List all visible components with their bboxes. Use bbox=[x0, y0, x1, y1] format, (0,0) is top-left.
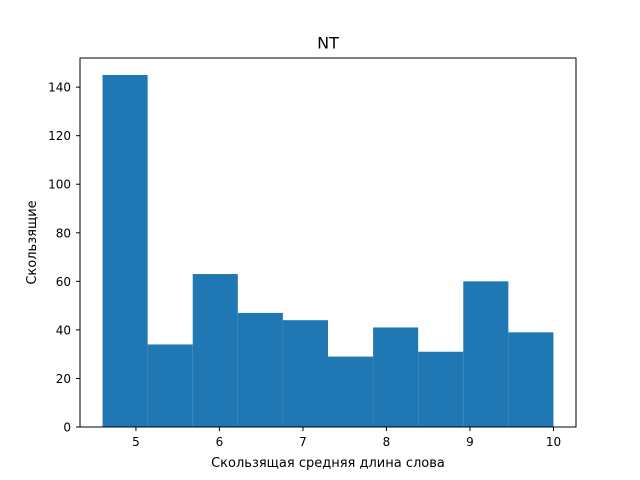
x-tick-label: 9 bbox=[466, 435, 474, 449]
y-tick-label: 20 bbox=[56, 372, 71, 386]
histogram-bar bbox=[192, 274, 238, 427]
chart-title: NT bbox=[317, 34, 339, 53]
x-axis-ticks: 5 6 7 8 9 10 bbox=[132, 427, 561, 449]
y-tick-label: 80 bbox=[56, 226, 71, 240]
x-axis-label: Скользящая средняя длина слова bbox=[211, 456, 445, 471]
histogram-bar bbox=[463, 281, 509, 427]
x-tick-label: 8 bbox=[383, 435, 391, 449]
histogram-bar bbox=[147, 344, 193, 427]
histogram-bar bbox=[237, 312, 283, 427]
y-tick-label: 60 bbox=[56, 275, 71, 289]
histogram-bar bbox=[418, 351, 464, 427]
x-tick-label: 6 bbox=[216, 435, 224, 449]
x-tick-label: 7 bbox=[299, 435, 307, 449]
histogram-bar bbox=[282, 320, 328, 427]
histogram-bar bbox=[102, 74, 148, 428]
y-tick-label: 40 bbox=[56, 323, 71, 337]
x-tick-label: 5 bbox=[132, 435, 140, 449]
histogram-bar bbox=[373, 327, 419, 427]
histogram-bar bbox=[508, 332, 554, 427]
histogram-bar bbox=[328, 356, 374, 427]
y-axis-ticks: 0 20 40 60 80 100 120 140 bbox=[48, 81, 80, 435]
plot-frame bbox=[79, 57, 577, 428]
y-tick-label: 100 bbox=[48, 178, 71, 192]
x-tick-label: 10 bbox=[546, 435, 561, 449]
y-tick-label: 120 bbox=[48, 129, 71, 143]
y-tick-label: 140 bbox=[48, 81, 71, 95]
bars-group bbox=[102, 74, 554, 428]
y-axis-label: Скользящие bbox=[25, 200, 40, 284]
y-tick-label: 0 bbox=[63, 421, 71, 435]
